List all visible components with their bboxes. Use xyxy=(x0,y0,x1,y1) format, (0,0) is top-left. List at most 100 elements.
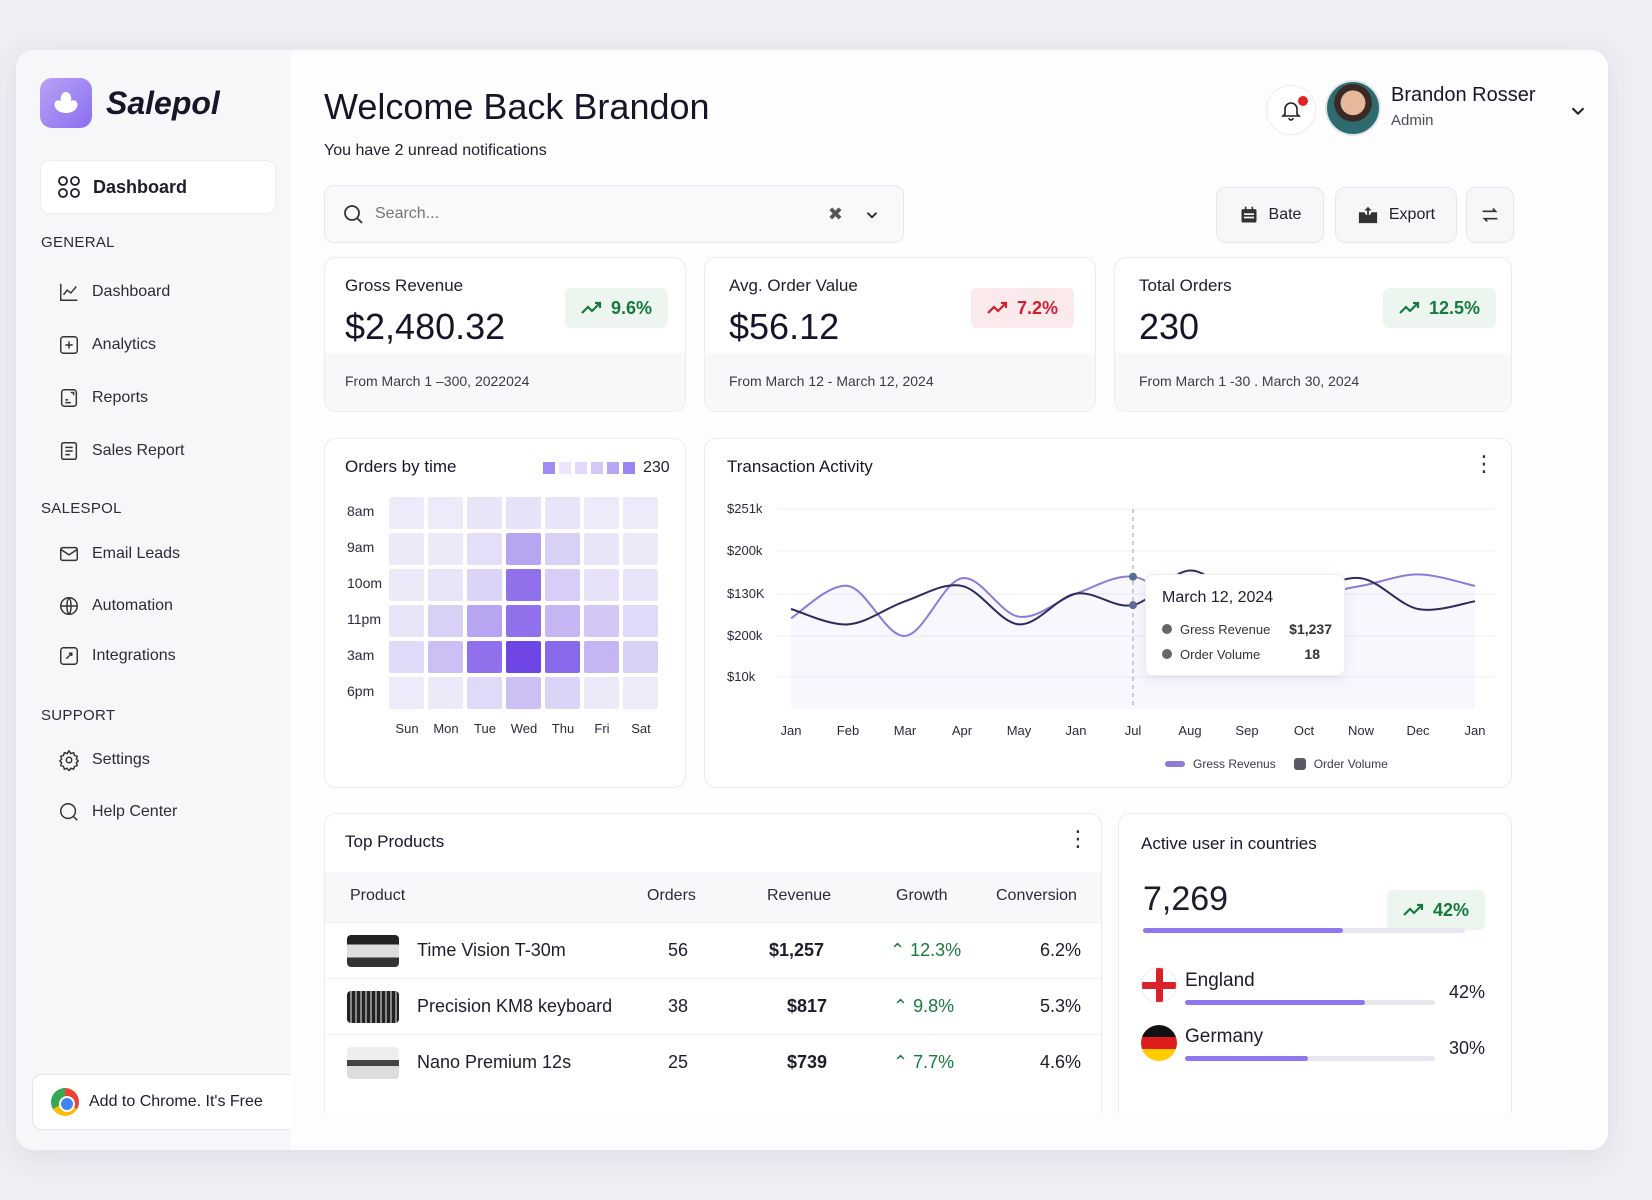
sidebar-item-email-leads[interactable]: Email Leads xyxy=(58,543,180,565)
hover-point[interactable] xyxy=(1129,572,1137,581)
hover-point[interactable] xyxy=(1129,601,1137,610)
sidebar-item-integrations[interactable]: Integrations xyxy=(58,645,176,667)
search-input[interactable] xyxy=(375,205,775,223)
add-to-chrome-button[interactable]: Add to Chrome. It's Free xyxy=(32,1074,300,1130)
section-support: SUPPORT xyxy=(41,707,116,724)
product-thumbnail xyxy=(347,991,399,1023)
series-line-revenue[interactable] xyxy=(790,573,1476,637)
heatmap-cell[interactable] xyxy=(584,569,619,601)
heatmap-cell[interactable] xyxy=(506,605,541,637)
heatmap-cell[interactable] xyxy=(545,677,580,709)
chevron-down-icon[interactable] xyxy=(863,206,881,224)
progress-fill xyxy=(1185,1056,1308,1061)
x-tick-label: Dec xyxy=(1406,723,1430,738)
heatmap-cell[interactable] xyxy=(428,497,463,529)
x-tick-label: Mar xyxy=(894,723,917,738)
column-header-revenue[interactable]: Revenue xyxy=(767,887,832,904)
export-button[interactable]: Export xyxy=(1335,187,1457,243)
heatmap-col-label: Tue xyxy=(474,721,496,736)
heatmap-cell[interactable] xyxy=(623,569,658,601)
heatmap-cell[interactable] xyxy=(545,569,580,601)
legend-swatch xyxy=(607,462,619,474)
heatmap-cell[interactable] xyxy=(389,677,424,709)
user-name: Brandon Rosser xyxy=(1391,84,1536,106)
legend-swatch xyxy=(591,462,603,474)
heatmap-cell[interactable] xyxy=(545,533,580,565)
column-header-orders[interactable]: Orders xyxy=(647,887,696,904)
nav-dashboard-active[interactable]: Dashboard xyxy=(40,160,276,214)
heatmap-cell[interactable] xyxy=(584,533,619,565)
clear-icon[interactable]: ✖ xyxy=(827,204,843,224)
active-users-total: 7,269 xyxy=(1143,880,1229,918)
heatmap-cell[interactable] xyxy=(389,641,424,673)
sidebar-item-dashboard[interactable]: Dashboard xyxy=(58,281,170,303)
heatmap-cell[interactable] xyxy=(506,533,541,565)
kpi-label: Gross Revenue xyxy=(345,276,464,295)
heatmap-cell[interactable] xyxy=(428,641,463,673)
sidebar-item-reports[interactable]: Reports xyxy=(58,387,148,409)
heatmap-cell[interactable] xyxy=(584,605,619,637)
heatmap-cell[interactable] xyxy=(467,497,502,529)
heatmap-cell[interactable] xyxy=(623,641,658,673)
column-header-growth[interactable]: Growth xyxy=(896,887,948,904)
heatmap-cell[interactable] xyxy=(623,497,658,529)
table-row[interactable]: Time Vision T-30m 56 $1,257 ⌃ 12.3% 6.2% xyxy=(325,922,1101,978)
gear-icon xyxy=(58,749,80,771)
mail-icon xyxy=(60,546,78,562)
heatmap-cell[interactable] xyxy=(545,497,580,529)
heatmap-row-label: 3am xyxy=(347,647,375,663)
table-row[interactable]: Precision KM8 keyboard 38 $817 ⌃ 9.8% 5.… xyxy=(325,978,1101,1034)
heatmap-cell[interactable] xyxy=(389,569,424,601)
more-options-icon[interactable]: ⋮ xyxy=(1473,451,1495,476)
heatmap-cell[interactable] xyxy=(506,497,541,529)
heatmap-cell[interactable] xyxy=(545,641,580,673)
avatar[interactable] xyxy=(1325,80,1381,136)
growth-up-icon: ⌃ xyxy=(893,1052,914,1072)
column-header-product[interactable]: Product xyxy=(350,887,406,904)
date-button[interactable]: Bate xyxy=(1216,187,1324,243)
heatmap-cell[interactable] xyxy=(623,677,658,709)
sidebar-item-sales-report[interactable]: Sales Report xyxy=(58,440,185,462)
search-bar[interactable]: ✖ xyxy=(324,185,904,243)
heatmap-cell[interactable] xyxy=(467,677,502,709)
heatmap-cell[interactable] xyxy=(389,533,424,565)
heatmap-row-label: 8am xyxy=(347,503,375,519)
heatmap-cell[interactable] xyxy=(467,641,502,673)
heatmap-cell[interactable] xyxy=(467,605,502,637)
heatmap-cell[interactable] xyxy=(467,533,502,565)
heatmap-cell[interactable] xyxy=(506,641,541,673)
notifications-button[interactable] xyxy=(1266,85,1316,135)
heatmap-cell[interactable] xyxy=(623,605,658,637)
sidebar-item-label: Sales Report xyxy=(92,442,185,459)
sidebar-item-automation[interactable]: Automation xyxy=(58,595,173,617)
heatmap-cell[interactable] xyxy=(428,677,463,709)
heatmap-cell[interactable] xyxy=(467,569,502,601)
heatmap-cell[interactable] xyxy=(623,533,658,565)
active-users-change: 42% xyxy=(1433,899,1470,920)
heatmap-cell[interactable] xyxy=(428,569,463,601)
heatmap-cell[interactable] xyxy=(389,497,424,529)
heatmap-cell[interactable] xyxy=(584,641,619,673)
product-conversion: 6.2% xyxy=(1040,940,1082,960)
tooltip-dot xyxy=(1162,624,1172,634)
column-header-conversion[interactable]: Conversion xyxy=(996,887,1077,904)
sidebar-item-analytics[interactable]: Analytics xyxy=(58,334,156,356)
heatmap-cell[interactable] xyxy=(584,497,619,529)
heatmap-cell[interactable] xyxy=(545,605,580,637)
heatmap-cell[interactable] xyxy=(428,533,463,565)
heatmap-cell[interactable] xyxy=(584,677,619,709)
chevron-down-icon[interactable] xyxy=(1567,100,1589,122)
section-salespol: SALESPOL xyxy=(41,500,122,517)
sidebar-item-settings[interactable]: Settings xyxy=(58,749,150,771)
logo[interactable]: Salepol xyxy=(40,78,220,128)
heatmap-cell[interactable] xyxy=(389,605,424,637)
more-options-icon[interactable]: ⋮ xyxy=(1067,826,1089,851)
heatmap-cell[interactable] xyxy=(506,677,541,709)
legend-swatch xyxy=(559,462,571,474)
heatmap-cell[interactable] xyxy=(506,569,541,601)
heatmap-col-label: Wed xyxy=(510,721,538,736)
sidebar-item-help-center[interactable]: Help Center xyxy=(58,801,177,823)
heatmap-cell[interactable] xyxy=(428,605,463,637)
filter-button[interactable] xyxy=(1466,187,1514,243)
table-row[interactable]: Nano Premium 12s 25 $739 ⌃ 7.7% 4.6% xyxy=(325,1034,1101,1090)
